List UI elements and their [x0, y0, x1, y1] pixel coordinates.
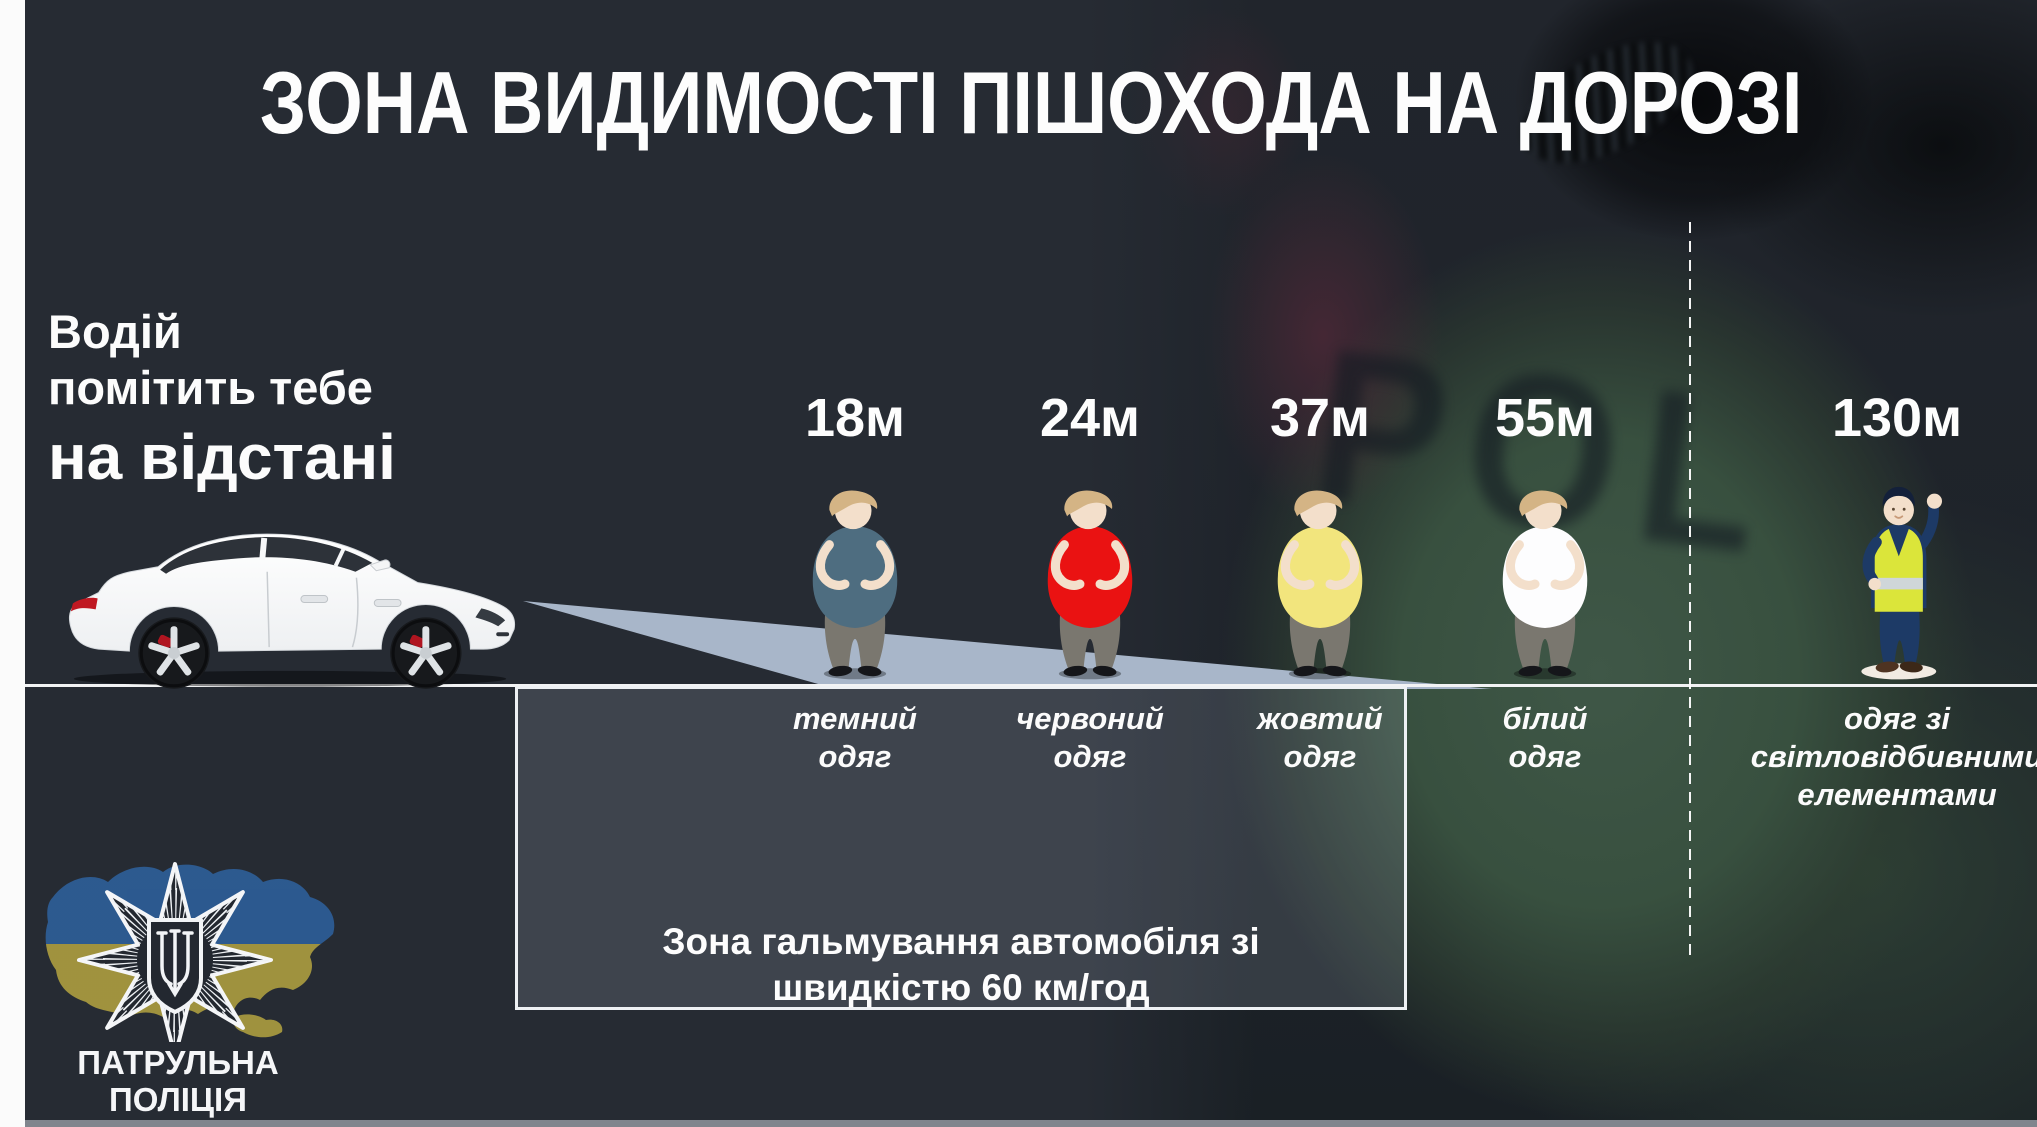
intro-line-1: Водій — [48, 305, 182, 358]
distance-label: 37м — [1269, 388, 1370, 448]
logo-text-line-2: ПОЛІЦІЯ — [109, 1081, 247, 1118]
intro-text: Водій помітить тебе на відстані — [48, 304, 396, 496]
clothing-label: білий одяг — [1502, 701, 1588, 774]
patrol-police-logo — [45, 862, 335, 1042]
rear-wheel — [138, 617, 210, 689]
zone-dark-clothing: 18м темний одяг — [735, 390, 975, 820]
page-title: ЗОНА ВИДИМОСТІ ПІШОХОДА НА ДОРОЗІ — [259, 53, 1803, 152]
distance-label: 55м — [1494, 388, 1595, 448]
distance-label: 130м — [1831, 388, 1963, 448]
pedestrian-white-clothing — [1490, 488, 1600, 682]
car-illustration — [68, 533, 516, 689]
clothing-label: темний одяг — [793, 701, 917, 774]
intro-line-2: помітить тебе — [48, 361, 373, 415]
zone-yellow-clothing: 37м жовтий одяг — [1200, 390, 1440, 820]
pedestrian-dark-clothing — [800, 488, 910, 682]
pedestrian-reflective-vest — [1835, 478, 1960, 683]
clothing-label: жовтий одяг — [1257, 701, 1383, 774]
reflective-zone-dashed-line — [1689, 222, 1691, 958]
trident-icon — [156, 929, 194, 998]
clothing-label: червоний одяг — [1016, 701, 1164, 774]
logo-text-line-1: ПАТРУЛЬНА — [77, 1044, 279, 1081]
police-star-badge — [77, 862, 273, 1042]
distance-label: 18м — [804, 388, 905, 448]
zone-reflective-clothing: 130м одяг зі світловідбивними елементами — [1732, 390, 2037, 820]
pedestrian-yellow-clothing — [1265, 488, 1375, 682]
bottom-edge-strip — [25, 1120, 2037, 1127]
intro-line-3: на відстані — [48, 420, 396, 493]
zone-white-clothing: 55м білий одяг — [1425, 390, 1665, 820]
front-wheel — [390, 617, 462, 689]
braking-zone-box: Зона гальмування автомобіля зі швидкістю… — [515, 686, 1407, 1010]
ground-divider-line — [25, 684, 2037, 687]
distance-label: 24м — [1039, 388, 1140, 448]
braking-zone-label: Зона гальмування автомобіля зі швидкістю… — [662, 921, 1260, 1008]
zone-red-clothing: 24м червоний одяг — [970, 390, 1210, 820]
pedestrian-red-clothing — [1035, 488, 1145, 682]
clothing-label: одяг зі світловідбивними елементами — [1750, 701, 2037, 812]
